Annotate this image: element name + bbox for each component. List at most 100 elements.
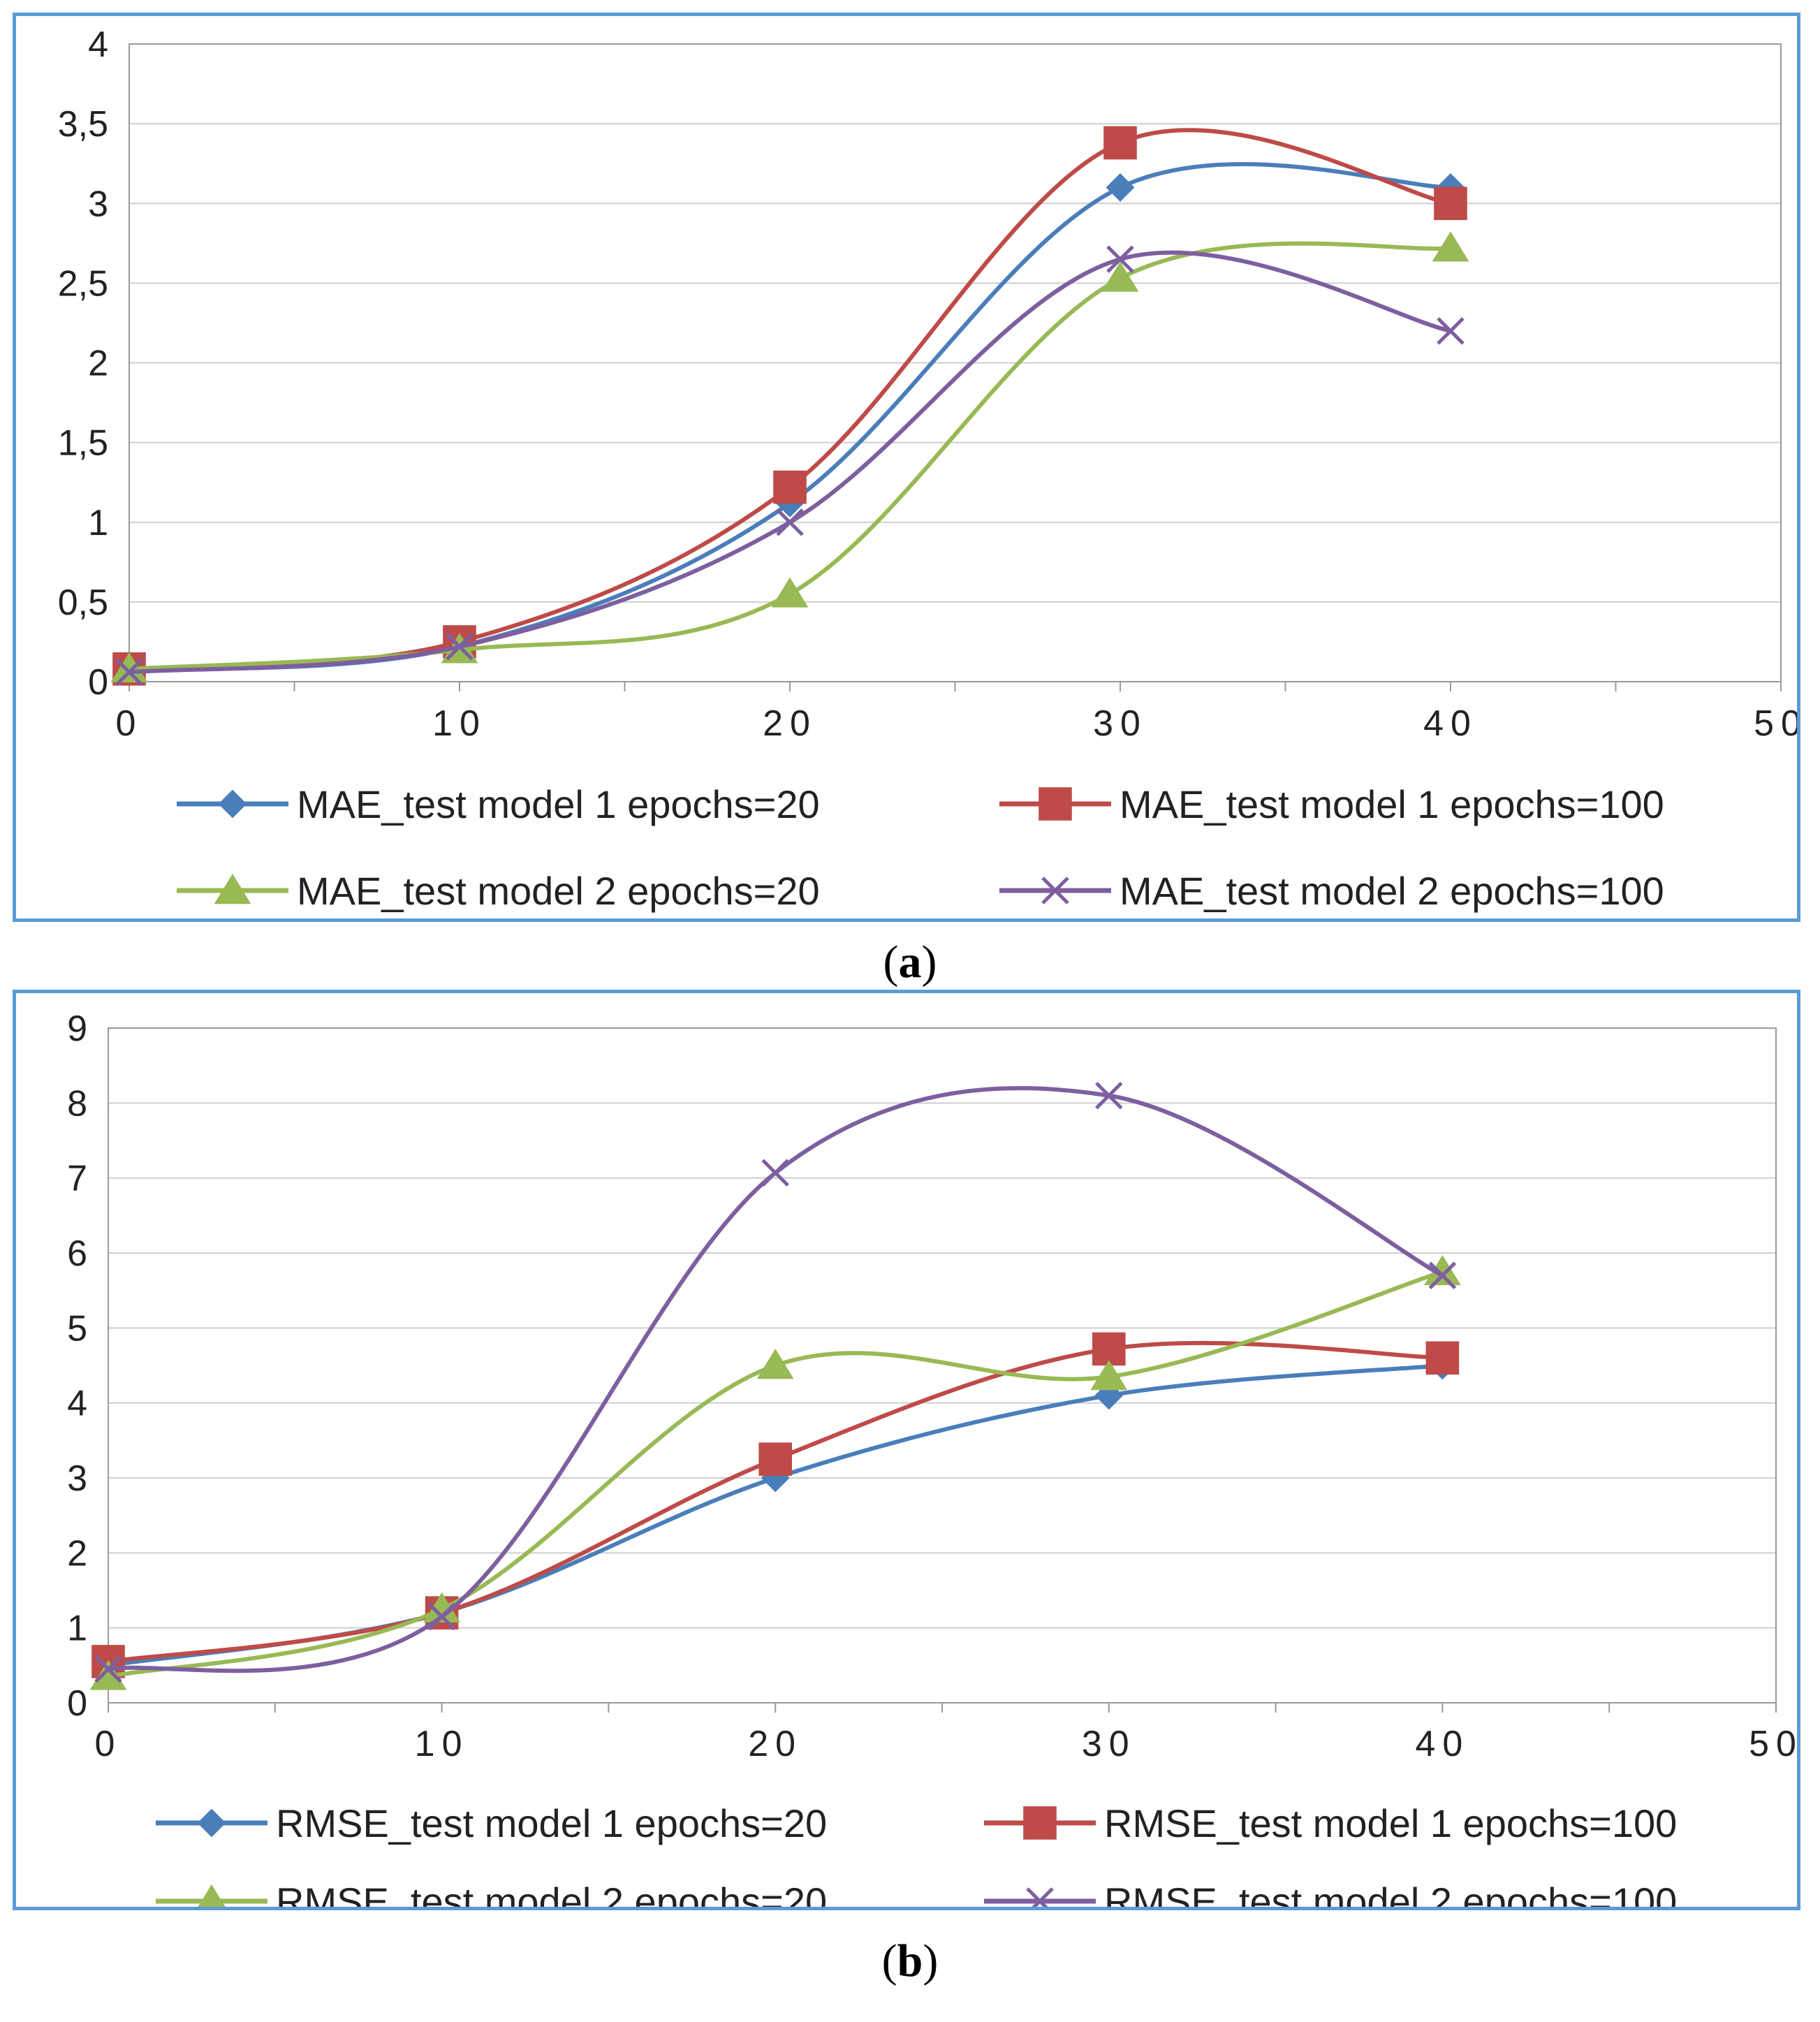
chart-b-series-4-point bbox=[427, 1602, 456, 1631]
chart-b-series-3-point bbox=[89, 1660, 127, 1690]
chart-b-gridlines bbox=[108, 1027, 1776, 1629]
caption-b-close: ) bbox=[923, 1935, 939, 1986]
chart-a-series-2-point bbox=[773, 470, 807, 504]
chart-b-series-2-point bbox=[1092, 1332, 1126, 1366]
chart-b-legend-swatch-marker bbox=[1026, 1887, 1054, 1907]
chart-a-series-4-point bbox=[1106, 245, 1134, 273]
chart-panel-a: 00,511,522,533,5401020304050MAE_test mod… bbox=[13, 13, 1800, 922]
chart-a-series-3-point bbox=[110, 652, 148, 682]
chart-b-y-tick-label: 1 bbox=[67, 1609, 87, 1649]
chart-b-x-tick-label: 30 bbox=[1082, 1724, 1136, 1764]
chart-b-series-2-line bbox=[106, 1340, 1445, 1664]
chart-b-y-tick-label: 8 bbox=[67, 1083, 87, 1124]
chart-b-series-4-point-stroke-2 bbox=[427, 1602, 456, 1631]
chart-b-series-2-point bbox=[758, 1442, 793, 1476]
chart-b-y-tick-label: 9 bbox=[67, 1009, 87, 1049]
chart-panel-b: 0 1 2 3 4 5 6 7 8 9 0 10 20 30 40 50 RMSE_test model 1 e… bbox=[13, 990, 1800, 1910]
chart-b-y-tick-label: 2 bbox=[67, 1533, 87, 1574]
chart-b-legend-swatch-marker bbox=[1023, 1806, 1057, 1840]
chart-b-legend-label: RMSE_test model 2 epochs=100 bbox=[1104, 1880, 1677, 1907]
chart-a-x-tick-label: 0 bbox=[116, 703, 143, 744]
chart-b-series-3 bbox=[89, 1254, 1461, 1690]
chart-b-legend-item-2: RMSE_test model 1 epochs=100 bbox=[984, 1801, 1677, 1845]
chart-a-y-tick-label: 3,5 bbox=[58, 104, 108, 145]
chart-a-x-tick-label: 30 bbox=[1093, 703, 1147, 744]
chart-a-x-tick-label: 10 bbox=[432, 703, 487, 744]
chart-b-legend: RMSE_test model 1 epochs=20 RMSE_test mod… bbox=[156, 1801, 1677, 1907]
chart-b-series-3-point bbox=[1424, 1254, 1461, 1286]
chart-a-x-tick-label: 50 bbox=[1754, 703, 1797, 744]
chart-a-legend-item-2: MAE_test model 1 epochs=100 bbox=[999, 782, 1664, 826]
chart-b-x-tick-label: 50 bbox=[1749, 1724, 1797, 1764]
chart-a-series-3-point bbox=[771, 577, 809, 608]
chart-a-legend-swatch-marker bbox=[1039, 787, 1072, 821]
chart-a-legend-item-3: MAE_test model 2 epochs=20 bbox=[177, 869, 820, 913]
chart-a-y-tick-label: 2,5 bbox=[58, 263, 108, 304]
chart-a-series-4-point bbox=[1437, 317, 1465, 345]
chart-b-series-1-line bbox=[106, 1363, 1445, 1668]
chart-a-series-2-point bbox=[1103, 126, 1137, 160]
chart-a-legend-label: MAE_test model 2 epochs=100 bbox=[1120, 869, 1664, 913]
chart-b-legend-item-4: RMSE_test model 2 epochs=100 bbox=[984, 1880, 1677, 1907]
chart-a-legend-item-1: MAE_test model 1 epochs=20 bbox=[177, 782, 820, 826]
chart-a-series-3-point bbox=[1101, 261, 1139, 292]
chart-b-legend-item-3: RMSE_test model 2 epochs=20 bbox=[156, 1880, 827, 1907]
chart-b-x-tick-label: 20 bbox=[748, 1724, 802, 1764]
chart-b-series-4-point-stroke-2 bbox=[1095, 1081, 1123, 1110]
chart-a-series-3-line bbox=[127, 241, 1453, 671]
caption-b-open: ( bbox=[881, 1935, 897, 1986]
chart-b-series-3-point bbox=[1090, 1360, 1128, 1391]
chart-b-svg: 0 1 2 3 4 5 6 7 8 9 0 10 20 30 40 50 RMSE_test model 1 e… bbox=[67, 1009, 1797, 1907]
chart-a-legend-swatch-marker bbox=[214, 874, 251, 904]
chart-b-series-4-point-stroke-2 bbox=[94, 1655, 122, 1683]
chart-b-y-tick-label: 5 bbox=[67, 1308, 87, 1349]
chart-a-series-4-point-stroke-2 bbox=[1106, 245, 1134, 273]
chart-b-legend-label: RMSE_test model 1 epochs=20 bbox=[276, 1801, 827, 1845]
chart-b-series-4-point bbox=[761, 1159, 789, 1187]
chart-a-y-tick-label: 0 bbox=[88, 662, 108, 703]
chart-a-series-3 bbox=[110, 231, 1469, 682]
chart-b-plot-border bbox=[108, 1027, 1777, 1704]
chart-a-x-ticks bbox=[129, 682, 1782, 691]
chart-a-series-1-point bbox=[1106, 173, 1135, 202]
chart-a-y-tick-label: 1 bbox=[88, 503, 108, 543]
chart-b-series-4-point bbox=[1095, 1081, 1123, 1110]
chart-a-series-4-point-stroke-2 bbox=[1437, 317, 1465, 345]
chart-b-series-4-point bbox=[94, 1655, 122, 1683]
chart-a-series-4-point bbox=[446, 633, 474, 661]
chart-b-x-tick-label: 40 bbox=[1415, 1724, 1469, 1764]
chart-a-series-4-line bbox=[127, 250, 1453, 675]
chart-a-series-2-point bbox=[1434, 186, 1467, 221]
chart-b-series-4-point bbox=[1428, 1261, 1457, 1289]
chart-a-legend-label: MAE_test model 2 epochs=20 bbox=[297, 869, 820, 913]
chart-b-series-4 bbox=[94, 1081, 1457, 1683]
chart-b-legend-swatch-marker bbox=[198, 1884, 226, 1907]
chart-b-series-1-point bbox=[1094, 1381, 1124, 1410]
chart-a-series-4-point bbox=[115, 658, 143, 687]
chart-a-x-tick-label: 40 bbox=[1423, 703, 1478, 744]
chart-b-x-ticks bbox=[108, 1703, 1777, 1713]
caption-a-letter: a bbox=[898, 937, 922, 988]
chart-b-legend-swatch-marker bbox=[197, 1808, 226, 1838]
chart-b-y-tick-label: 6 bbox=[67, 1233, 87, 1274]
chart-b-series-4-point-stroke-2 bbox=[1428, 1261, 1457, 1289]
chart-a-y-tick-label: 2 bbox=[88, 344, 108, 384]
chart-a-series-4-point-stroke-2 bbox=[446, 633, 474, 661]
chart-b-y-tick-label: 4 bbox=[67, 1384, 87, 1424]
chart-b-series-3-point bbox=[423, 1592, 460, 1623]
chart-a-legend-label: MAE_test model 1 epochs=100 bbox=[1120, 782, 1664, 826]
chart-a-y-tick-label: 3 bbox=[88, 184, 108, 224]
caption-b: (b) bbox=[0, 1935, 1820, 1988]
chart-a-legend-swatch-marker bbox=[1041, 877, 1069, 904]
chart-a-svg: 00,511,522,533,5401020304050MAE_test mod… bbox=[58, 24, 1797, 913]
chart-a-y-tick-label: 4 bbox=[88, 24, 108, 65]
chart-b-y-tick-label: 0 bbox=[67, 1683, 87, 1724]
chart-b-series-2 bbox=[91, 1332, 1460, 1678]
caption-b-letter: b bbox=[897, 1935, 923, 1986]
chart-a-y-tick-label: 1,5 bbox=[58, 423, 108, 464]
chart-b-x-tick-label: 10 bbox=[415, 1724, 469, 1764]
chart-a-series-4 bbox=[115, 245, 1465, 687]
chart-a-legend-swatch-marker-stroke-2 bbox=[1041, 877, 1069, 904]
chart-b-series-4-line bbox=[106, 1086, 1445, 1673]
chart-b-legend-label: RMSE_test model 1 epochs=100 bbox=[1104, 1801, 1677, 1845]
